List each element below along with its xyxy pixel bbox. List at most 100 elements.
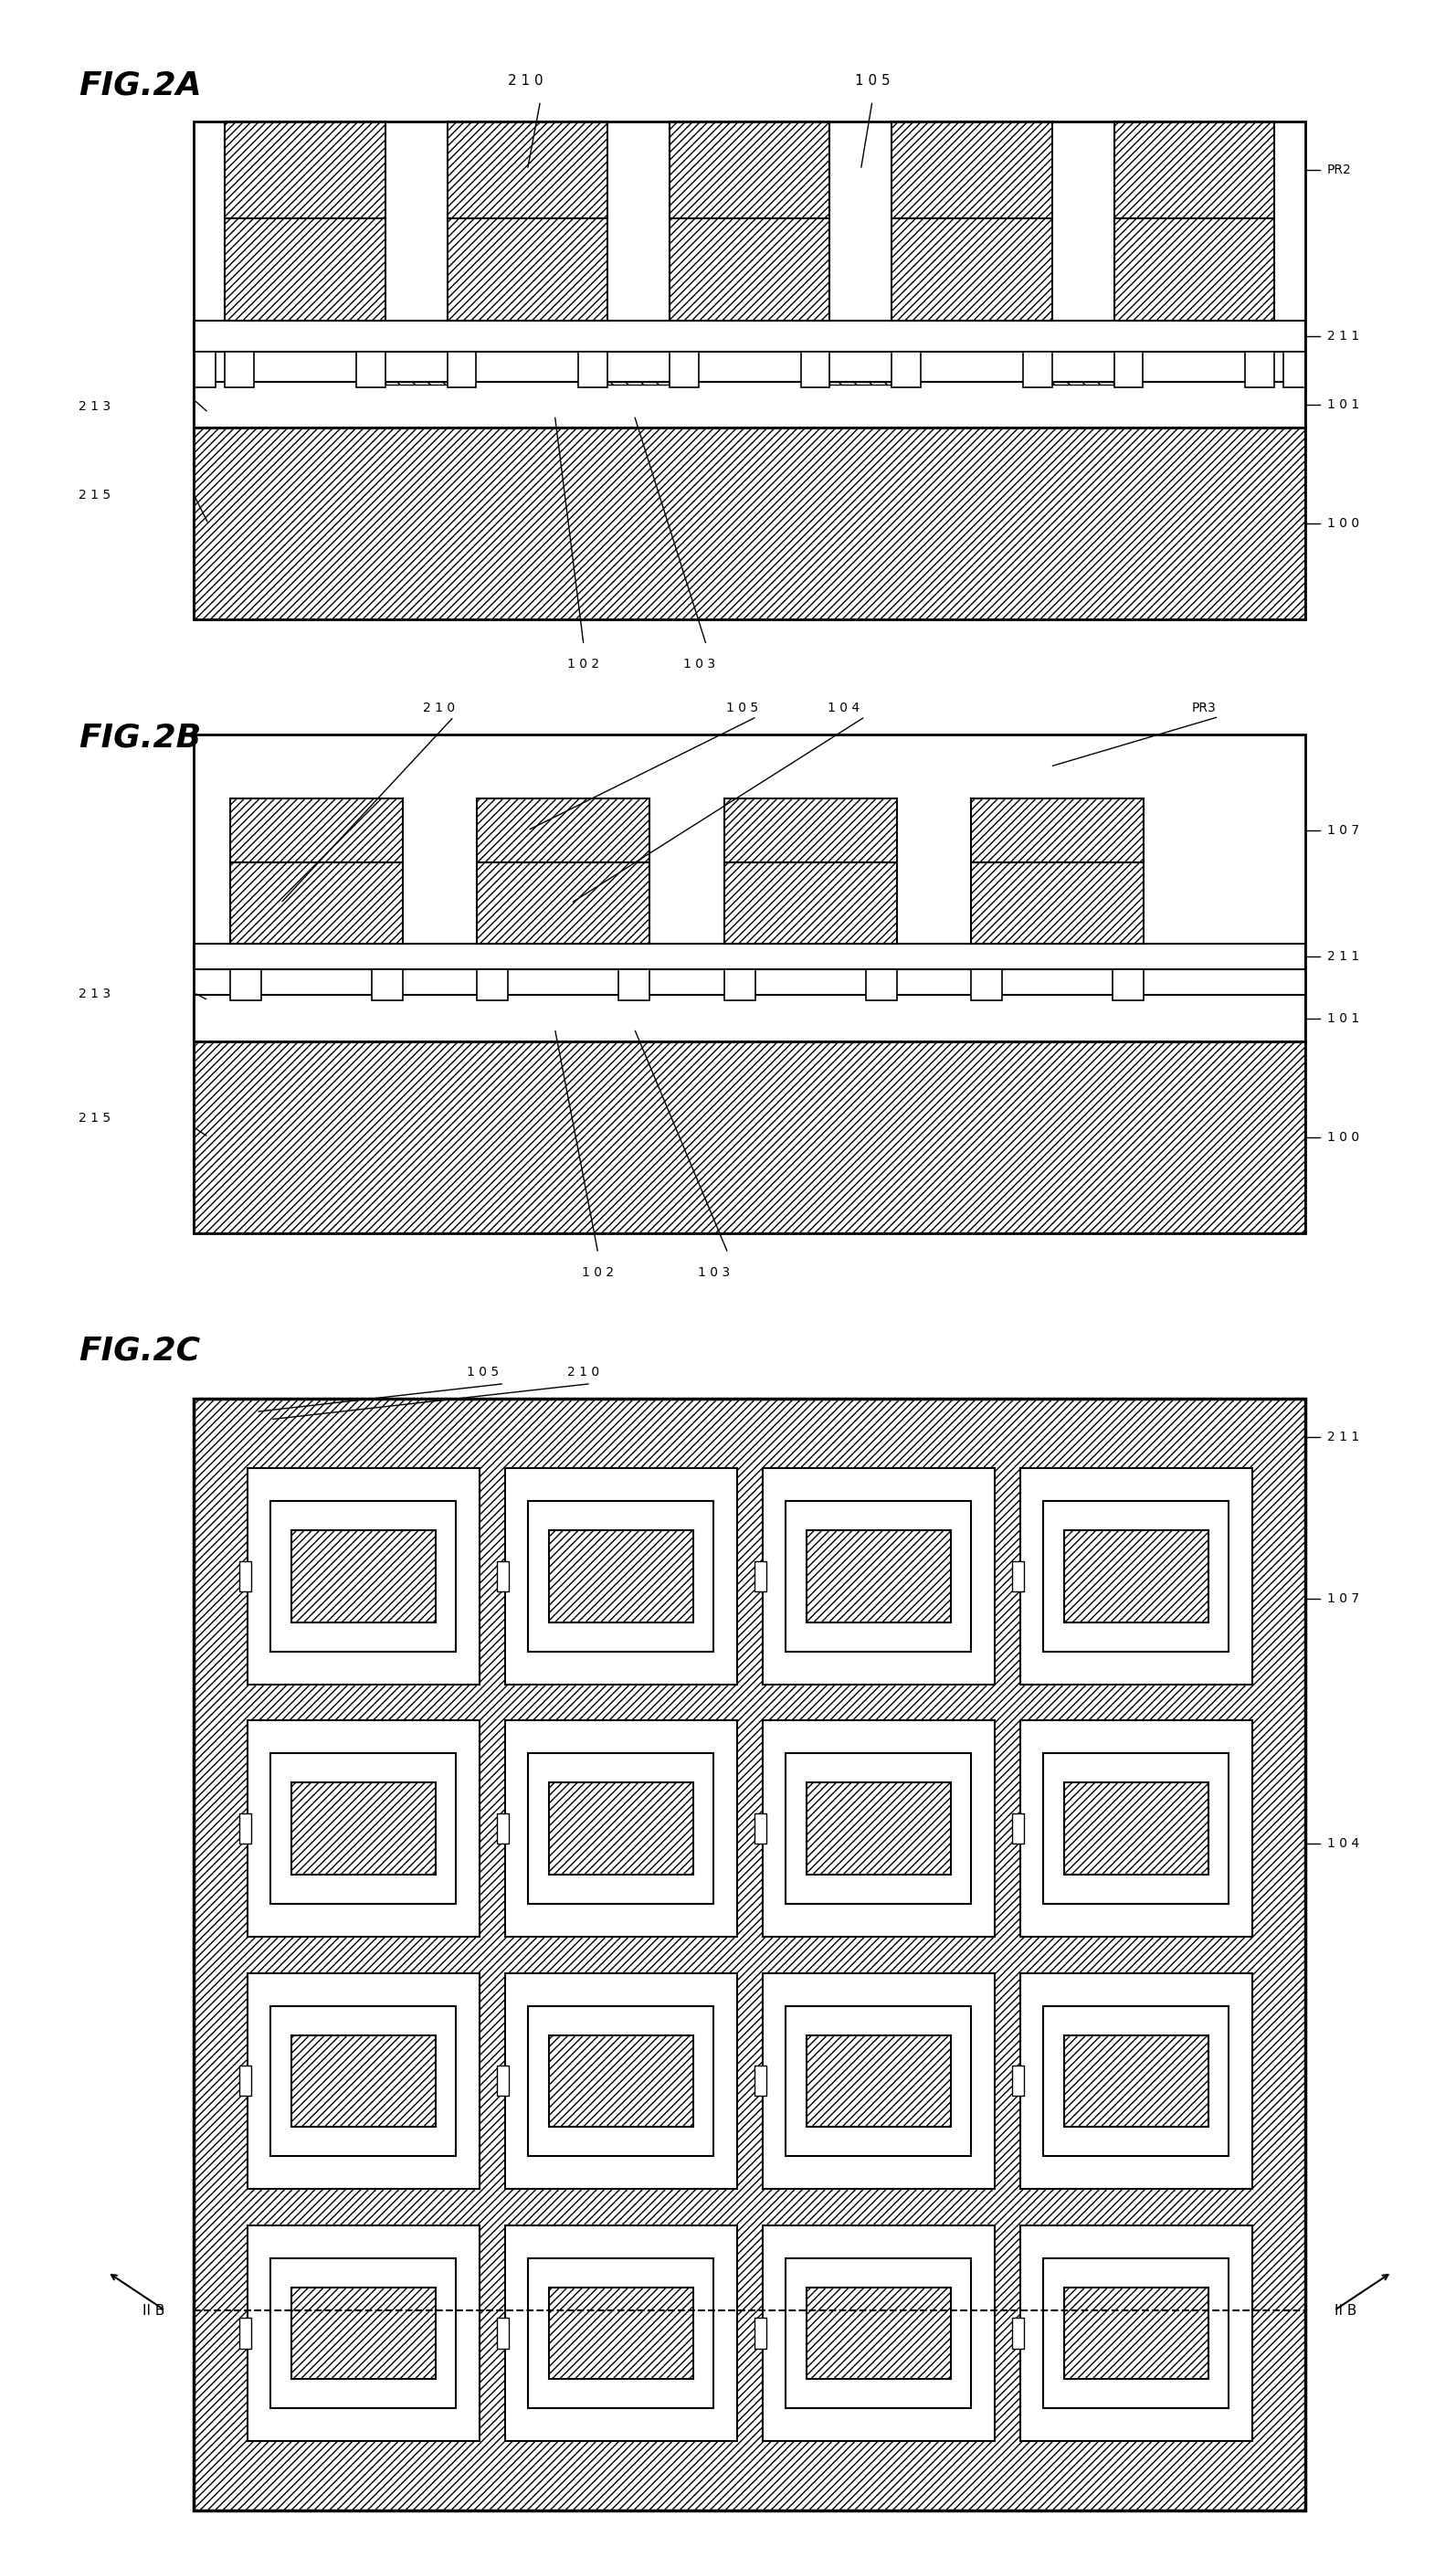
Bar (893, 121, 1051, 218)
Text: FIG.2A: FIG.2A (79, 69, 201, 100)
Text: 1 0 5: 1 0 5 (466, 1366, 498, 1379)
Bar (496, 2065, 508, 2095)
Bar (1012, 1561, 1024, 1592)
Bar (754, 2319, 766, 2347)
Text: 2 1 0: 2 1 0 (508, 74, 543, 87)
Bar (1064, 2034, 1208, 2126)
Bar (549, 1782, 693, 1875)
Text: 1 0 5: 1 0 5 (855, 74, 890, 87)
Bar (496, 2319, 508, 2347)
Bar (607, 383, 670, 385)
Bar (1114, 121, 1274, 218)
Bar (271, 2006, 456, 2157)
Bar (807, 1531, 951, 1623)
Bar (1114, 352, 1143, 388)
Bar (505, 1972, 737, 2188)
Bar (1245, 352, 1274, 388)
Bar (194, 321, 1306, 352)
Bar (230, 863, 403, 945)
Bar (386, 383, 447, 385)
Bar (1064, 1782, 1208, 1875)
Text: 2 1 3: 2 1 3 (79, 989, 111, 1002)
Bar (754, 2065, 766, 2095)
Text: FIG.2C: FIG.2C (79, 1335, 199, 1366)
Text: 2 1 1: 2 1 1 (1326, 950, 1358, 963)
Text: 1 0 1: 1 0 1 (1326, 1012, 1358, 1025)
Bar (291, 1531, 435, 1623)
Bar (194, 121, 1306, 619)
Bar (1021, 1469, 1252, 1685)
Bar (1044, 1754, 1229, 1903)
Bar (754, 1561, 766, 1592)
Bar (291, 1782, 435, 1875)
Bar (786, 1754, 971, 1903)
Bar (291, 2288, 435, 2378)
Bar (1021, 1972, 1252, 2188)
Bar (194, 352, 215, 388)
Bar (248, 1721, 479, 1936)
Bar (478, 799, 649, 863)
Text: 1 0 3: 1 0 3 (697, 1266, 729, 1279)
Text: 2 1 0: 2 1 0 (424, 701, 456, 714)
Bar (807, 2288, 951, 2378)
Bar (724, 971, 756, 1002)
Bar (1044, 2006, 1229, 2157)
Bar (1021, 1721, 1252, 1936)
Bar (549, 1531, 693, 1623)
Text: PR2: PR2 (1326, 164, 1351, 177)
Text: PR3: PR3 (1192, 701, 1217, 714)
Text: 1 0 0: 1 0 0 (1326, 1130, 1358, 1143)
Text: 2 1 5: 2 1 5 (79, 488, 111, 501)
Bar (230, 799, 403, 863)
Bar (763, 1721, 994, 1936)
Bar (786, 1502, 971, 1651)
Bar (529, 1502, 713, 1651)
Bar (1284, 352, 1306, 388)
Text: 1 0 7: 1 0 7 (1326, 1592, 1358, 1605)
Bar (240, 1813, 250, 1844)
Bar (866, 971, 897, 1002)
Bar (529, 2257, 713, 2409)
Bar (240, 2065, 250, 2095)
Bar (371, 971, 403, 1002)
Bar (357, 352, 386, 388)
Bar (230, 971, 261, 1002)
Bar (724, 863, 897, 945)
Bar (240, 1561, 250, 1592)
Bar (1012, 2319, 1024, 2347)
Bar (194, 429, 1306, 619)
Bar (194, 1040, 1306, 1233)
Text: 2 1 3: 2 1 3 (79, 401, 111, 413)
Bar (1114, 218, 1274, 321)
Bar (478, 863, 649, 945)
Bar (194, 383, 1306, 429)
Text: II B: II B (143, 2303, 165, 2316)
Bar (670, 218, 830, 321)
Bar (194, 734, 1306, 1233)
Bar (763, 1469, 994, 1685)
Text: 1 0 4: 1 0 4 (827, 701, 859, 714)
Bar (271, 1502, 456, 1651)
Bar (226, 121, 386, 218)
Bar (505, 1469, 737, 1685)
Bar (807, 1782, 951, 1875)
Bar (893, 352, 920, 388)
Text: 2 1 5: 2 1 5 (79, 1112, 111, 1125)
Bar (248, 1469, 479, 1685)
Bar (529, 2006, 713, 2157)
Bar (786, 2006, 971, 2157)
Bar (226, 352, 253, 388)
Bar (1012, 1813, 1024, 1844)
Bar (619, 971, 649, 1002)
Text: 2 1 1: 2 1 1 (1326, 1430, 1358, 1443)
Text: 1 0 1: 1 0 1 (1326, 398, 1358, 411)
Bar (724, 799, 897, 863)
Bar (754, 1813, 766, 1844)
Bar (271, 1754, 456, 1903)
Bar (291, 2034, 435, 2126)
Bar (670, 352, 699, 388)
Bar (578, 352, 607, 388)
Text: 1 0 5: 1 0 5 (727, 701, 759, 714)
Text: 1 0 4: 1 0 4 (1326, 1836, 1358, 1849)
Bar (194, 996, 1306, 1040)
